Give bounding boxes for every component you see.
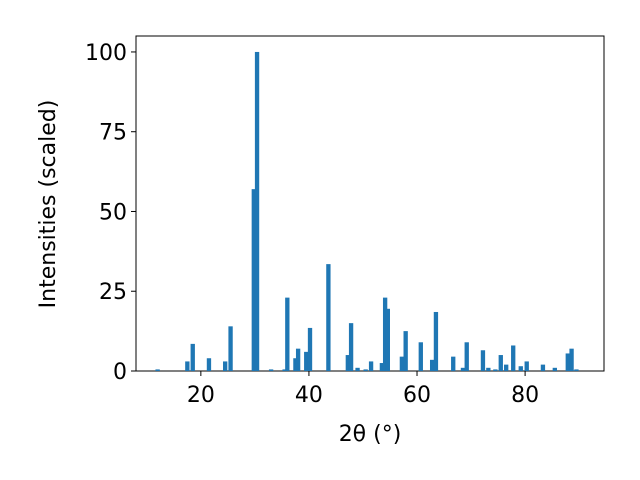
bar	[326, 264, 331, 371]
bar	[185, 361, 190, 371]
bar	[403, 331, 408, 371]
y-tick-label: 0	[113, 360, 127, 385]
x-tick-label: 40	[295, 383, 323, 408]
x-tick-label: 80	[511, 383, 539, 408]
y-axis-label: Intensities (scaled)	[36, 100, 61, 309]
y-tick-label: 50	[99, 200, 127, 225]
y-tick-label: 100	[85, 41, 127, 66]
bar	[382, 297, 388, 371]
bar	[355, 367, 360, 371]
x-axis-label: 2θ (°)	[339, 422, 402, 447]
bar	[451, 356, 456, 371]
bar	[251, 189, 256, 371]
bar	[486, 367, 491, 371]
bar	[379, 363, 385, 371]
bar	[399, 356, 405, 371]
y-tick-label: 25	[99, 280, 127, 305]
bar	[307, 327, 313, 371]
bar	[540, 364, 546, 371]
y-tick-label: 75	[99, 121, 127, 146]
bar	[223, 361, 228, 371]
bar	[433, 311, 439, 371]
bar	[498, 355, 503, 371]
bar	[285, 297, 290, 371]
bar	[569, 348, 574, 371]
x-tick-label: 60	[403, 383, 431, 408]
bar	[464, 342, 469, 371]
bar	[304, 351, 309, 371]
bar	[155, 369, 160, 371]
bar	[493, 369, 498, 371]
bar	[429, 359, 435, 371]
bar	[511, 345, 516, 371]
x-tick-label: 20	[187, 383, 215, 408]
bar	[385, 308, 390, 371]
bar	[348, 323, 354, 371]
bar	[504, 364, 509, 371]
bar	[574, 369, 579, 371]
bar	[206, 358, 212, 371]
bar	[254, 51, 260, 371]
bar	[552, 367, 557, 371]
bar	[460, 367, 466, 371]
bar	[418, 342, 423, 371]
bar	[282, 369, 287, 371]
bar	[293, 358, 298, 371]
bar	[190, 343, 195, 371]
bar	[363, 369, 368, 371]
plot-frame	[135, 35, 605, 372]
bar	[345, 355, 351, 371]
bar	[268, 369, 274, 371]
bar	[368, 361, 374, 371]
bar	[565, 353, 570, 371]
bar	[295, 348, 301, 371]
bar	[228, 326, 233, 371]
bar	[518, 366, 523, 371]
bar	[524, 361, 529, 371]
bar	[480, 350, 486, 371]
